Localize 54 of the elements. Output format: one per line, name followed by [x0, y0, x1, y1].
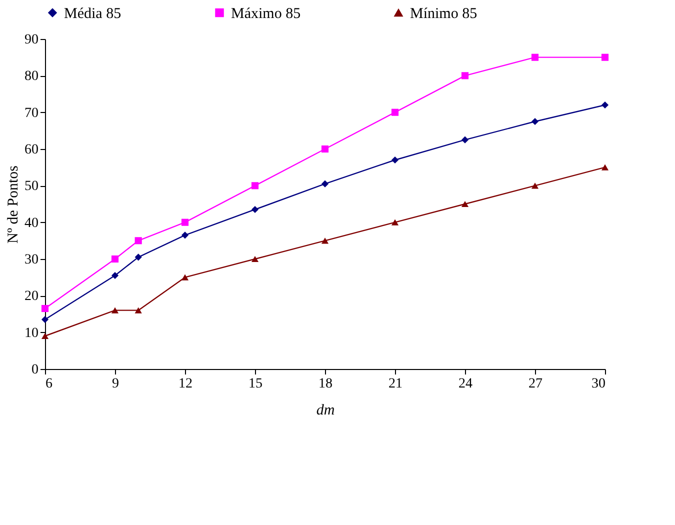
x-tick-label: 27 [528, 376, 542, 392]
point [134, 307, 142, 314]
legend-label: Mínimo 85 [410, 6, 478, 22]
point [134, 254, 142, 261]
y-tick-label: 10 [24, 326, 38, 341]
point [251, 256, 259, 262]
point [531, 54, 539, 61]
point [181, 232, 189, 239]
point [41, 316, 49, 324]
x-tick-label: 6 [46, 376, 52, 392]
point [181, 274, 189, 280]
point [111, 272, 119, 280]
point [321, 180, 329, 188]
point [111, 255, 119, 263]
point [461, 136, 469, 144]
y-axis-title: Nº de Pontos [6, 165, 22, 244]
point [111, 307, 119, 314]
x-tick-label: 30 [592, 376, 606, 392]
point [601, 164, 609, 170]
point [41, 304, 49, 312]
y-tick-label: 60 [24, 142, 38, 158]
point [391, 219, 399, 226]
y-tick-label: 30 [24, 252, 38, 268]
point [251, 182, 259, 190]
x-tick-label: 21 [388, 376, 402, 392]
point [321, 145, 329, 153]
point [601, 101, 609, 109]
point [391, 108, 399, 116]
point [181, 218, 189, 226]
y-tick-label: 90 [24, 32, 38, 48]
y-tick-label: 20 [24, 289, 38, 304]
point [41, 332, 49, 340]
point [531, 118, 539, 126]
point [531, 182, 539, 189]
x-tick-label: 9 [112, 376, 119, 392]
x-tick-label: 24 [458, 376, 472, 392]
point [461, 72, 469, 80]
x-tick-label: 12 [178, 376, 192, 392]
x-axis-title: dm [316, 402, 335, 418]
y-tick-label: 0 [32, 362, 38, 378]
y-tick-label: 80 [24, 69, 38, 84]
point [461, 200, 469, 208]
point [251, 206, 259, 214]
y-tick-label: 50 [24, 179, 38, 194]
point [601, 54, 609, 61]
point [391, 156, 399, 164]
y-tick-label: 40 [24, 216, 38, 231]
point [134, 237, 142, 244]
point [321, 238, 329, 244]
x-tick-label: 18 [318, 376, 332, 392]
y-tick-label: 70 [24, 106, 38, 121]
x-tick-label: 15 [248, 376, 262, 392]
legend-label: Máximo 85 [231, 6, 301, 22]
legend-label: Média 85 [64, 6, 122, 22]
